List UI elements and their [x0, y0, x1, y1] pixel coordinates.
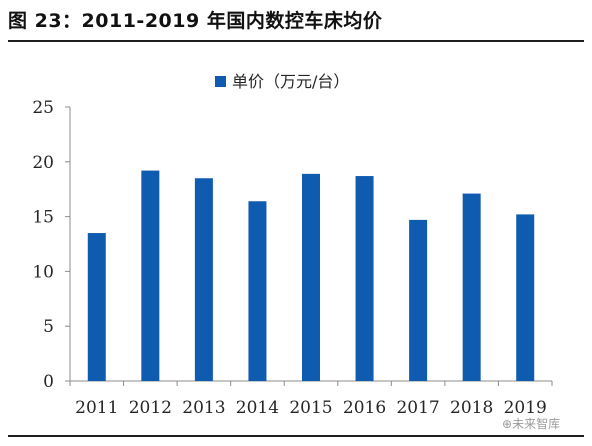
bar-2013 — [194, 178, 213, 381]
x-tick-label: 2017 — [396, 398, 439, 418]
y-tick-label: 0 — [43, 372, 54, 392]
legend-swatch — [215, 76, 226, 87]
bar-2018 — [462, 193, 481, 381]
watermark: ⊕未来智库 — [502, 415, 560, 432]
x-tick-label: 2014 — [236, 398, 279, 418]
x-tick-label: 2016 — [343, 398, 386, 418]
bar-2017 — [409, 219, 428, 381]
bar-2015 — [302, 173, 320, 381]
figure-title: 图 23：2011-2019 年国内数控车床均价 — [8, 10, 383, 32]
y-tick-label: 25 — [32, 98, 54, 118]
bar-2014 — [248, 201, 267, 381]
watermark-text: 未来智库 — [512, 417, 561, 431]
bar-2011 — [87, 233, 106, 381]
y-tick-label: 10 — [32, 262, 54, 282]
bar-2019 — [516, 214, 535, 381]
bar-2012 — [141, 170, 160, 381]
x-tick-label: 2013 — [182, 398, 225, 418]
x-tick-label: 2019 — [504, 398, 547, 418]
bottom-rule — [8, 435, 584, 437]
legend-label: 单价（万元/台） — [232, 72, 349, 91]
x-tick-label: 2012 — [129, 398, 172, 418]
y-tick-label: 15 — [32, 208, 54, 228]
x-tick-label: 2011 — [75, 398, 118, 418]
title-rule — [8, 40, 584, 42]
watermark-logo-icon: ⊕ — [502, 417, 513, 431]
y-tick-label: 20 — [32, 153, 54, 173]
x-tick-label: 2015 — [289, 398, 332, 418]
bar-2016 — [355, 176, 374, 381]
y-tick-label: 5 — [43, 317, 54, 337]
x-tick-label: 2018 — [450, 398, 493, 418]
